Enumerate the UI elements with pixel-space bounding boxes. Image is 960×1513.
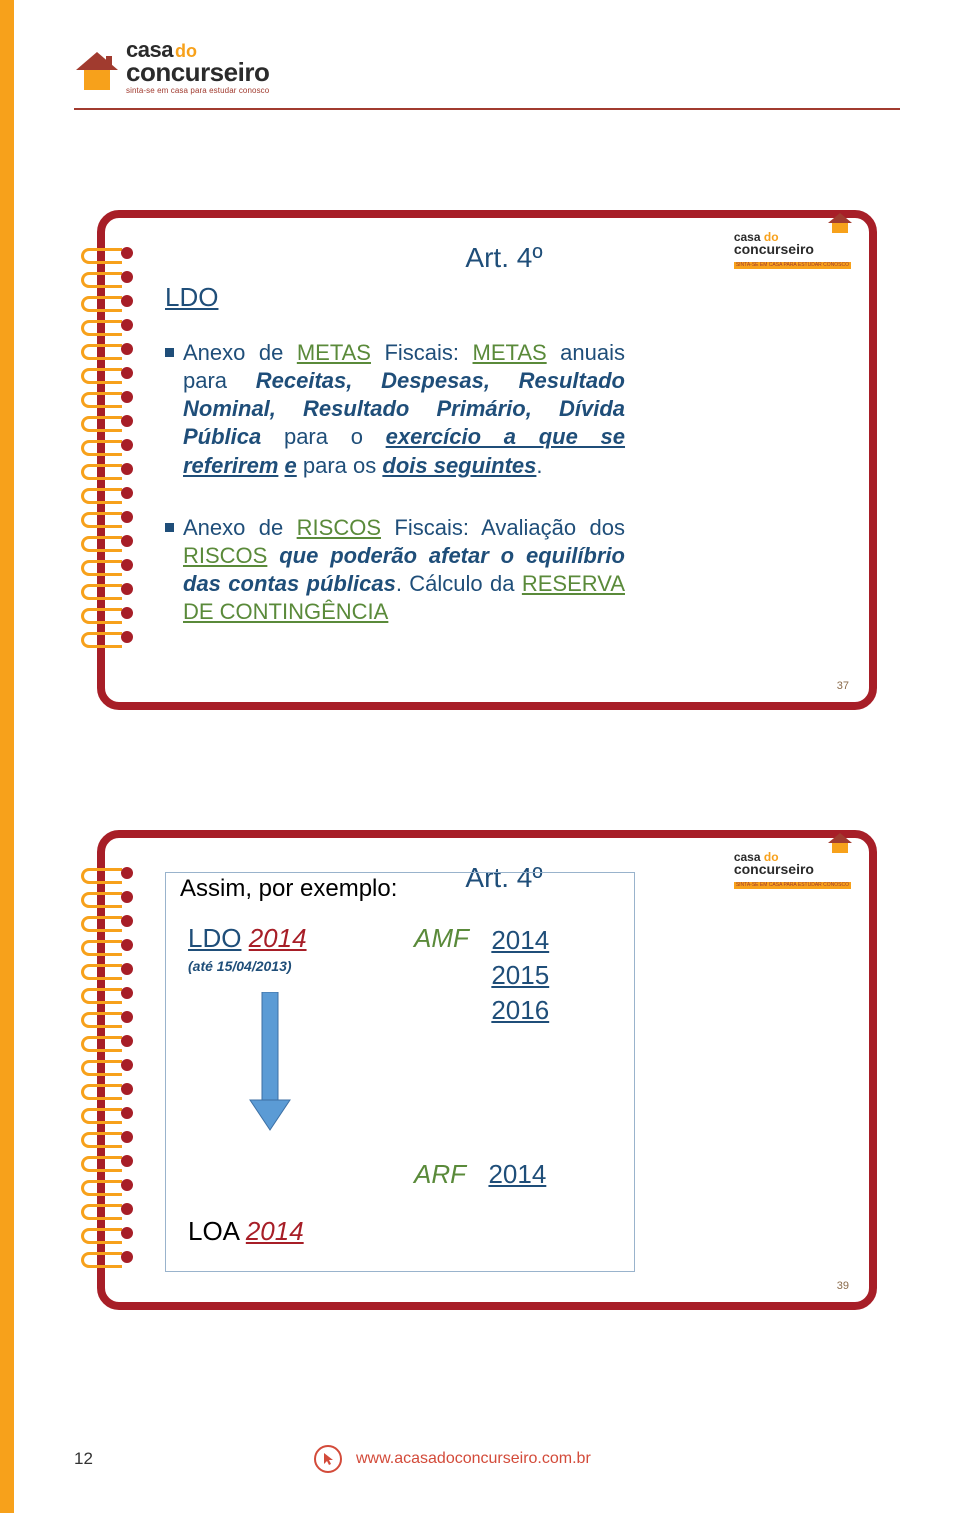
arrow-down-icon [248, 992, 368, 1137]
cursor-icon [314, 1445, 342, 1473]
slide-mini-logo: casa do concurseiro SINTA-SE EM CASA PAR… [734, 232, 851, 270]
arf-block: ARF 2014 [414, 1157, 612, 1192]
house-icon [74, 50, 120, 94]
slide1-ldo: LDO [165, 282, 218, 313]
amf-year-2: 2016 [491, 993, 549, 1028]
example-left: LDO 2014 (até 15/04/2013) [188, 923, 368, 1137]
loa-block: LOA 2014 [188, 1216, 612, 1247]
slide-2: casa do concurseiro SINTA-SE EM CASA PAR… [97, 830, 877, 1310]
mini-house-icon [827, 832, 853, 857]
page-footer: 12 www.acasadoconcurseiro.com.br [0, 1445, 960, 1473]
logo-tagline: sinta-se em casa para estudar conosco [126, 87, 269, 94]
slide2-pagenum: 39 [837, 1280, 849, 1292]
logo-concurseiro: concurseiro [126, 61, 269, 85]
slide1-bullet-1: Anexo de METAS Fiscais: METAS anuais par… [165, 339, 625, 480]
ldo-2014: LDO 2014 [188, 923, 368, 954]
ldo-sub: (até 15/04/2013) [188, 958, 368, 974]
header-logo: casado concurseiro sinta-se em casa para… [74, 40, 900, 100]
footer-url: www.acasadoconcurseiro.com.br [356, 1450, 591, 1468]
logo-text: casado concurseiro sinta-se em casa para… [126, 40, 269, 94]
amf-year-0: 2014 [491, 923, 549, 958]
slide1-pagenum: 37 [837, 680, 849, 692]
example-label: Assim, por exemplo: [176, 875, 401, 903]
slide1-bullet-2: Anexo de RISCOS Fiscais: Avaliação dos R… [165, 514, 625, 627]
page-content: casado concurseiro sinta-se em casa para… [14, 0, 960, 1513]
amf-year-1: 2015 [491, 958, 549, 993]
slide-1: casa do concurseiro SINTA-SE EM CASA PAR… [97, 210, 877, 710]
slide-2-wrap: casa do concurseiro SINTA-SE EM CASA PAR… [97, 830, 877, 1310]
example-box: Assim, por exemplo: LDO 2014 (até 15/04/… [165, 872, 635, 1272]
spiral-binding [81, 866, 133, 1264]
amf-block: AMF 2014 2015 2016 [414, 923, 549, 1028]
spiral-binding [81, 246, 133, 644]
example-right: AMF 2014 2015 2016 [414, 923, 549, 1137]
header-rule [74, 108, 900, 110]
page-number: 12 [74, 1449, 314, 1469]
example-row: LDO 2014 (até 15/04/2013) [188, 923, 612, 1137]
side-stripe [0, 0, 14, 1513]
slide-mini-logo: casa do concurseiro SINTA-SE EM CASA PAR… [734, 852, 851, 890]
slide-1-wrap: casa do concurseiro SINTA-SE EM CASA PAR… [97, 210, 877, 710]
mini-house-icon [827, 212, 853, 237]
